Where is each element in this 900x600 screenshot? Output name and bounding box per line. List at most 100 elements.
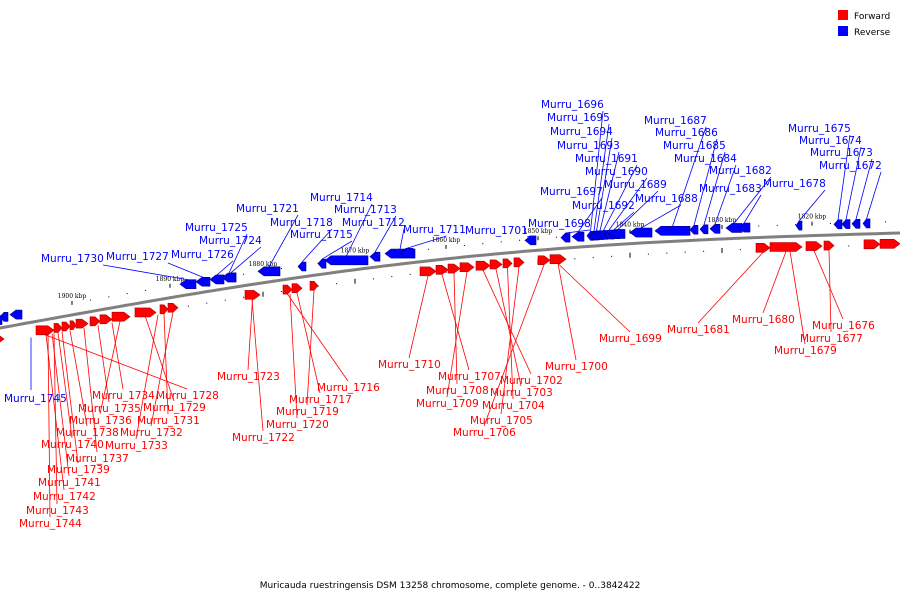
gene-forward-unlabeled[interactable] — [61, 321, 71, 332]
gene-Murru_1709[interactable] — [459, 262, 475, 273]
gene-label-murru_1717[interactable]: Murru_1717 — [289, 394, 352, 406]
gene-label-murru_1708[interactable]: Murru_1708 — [426, 385, 489, 397]
gene-Murru_1719[interactable] — [309, 280, 319, 291]
gene-label-murru_1733[interactable]: Murru_1733 — [105, 440, 168, 452]
gene-label-murru_1690[interactable]: Murru_1690 — [585, 166, 648, 178]
gene-Murru_1688[interactable] — [629, 227, 653, 238]
gene-label-murru_1700[interactable]: Murru_1700 — [545, 361, 608, 373]
gene-Murru_1727[interactable] — [195, 276, 211, 287]
gene-label-murru_1715[interactable]: Murru_1715 — [290, 229, 353, 241]
gene-forward-unlabeled[interactable] — [53, 323, 63, 333]
gene-Murru_1711[interactable] — [399, 248, 414, 258]
gene-label-murru_1699[interactable]: Murru_1699 — [599, 333, 662, 345]
gene-Murru_1698[interactable] — [560, 232, 571, 243]
gene-Murru_1736[interactable] — [111, 311, 131, 322]
gene-Murru_1745[interactable] — [0, 315, 3, 325]
gene-Murru_1715[interactable] — [317, 258, 327, 269]
gene-Murru_1680[interactable] — [769, 242, 803, 252]
gene-label-murru_1726[interactable]: Murru_1726 — [171, 249, 234, 261]
gene-Murru_1731[interactable] — [159, 304, 169, 315]
gene-label-murru_1723[interactable]: Murru_1723 — [217, 371, 280, 383]
gene-Murru_1703[interactable] — [489, 259, 503, 270]
gene-label-murru_1745[interactable]: Murru_1745 — [4, 393, 67, 405]
gene-label-murru_1734[interactable]: Murru_1734 — [92, 390, 155, 402]
gene-label-murru_1728[interactable]: Murru_1728 — [156, 390, 219, 402]
gene-label-murru_1712[interactable]: Murru_1712 — [342, 217, 405, 229]
gene-label-murru_1687[interactable]: Murru_1687 — [644, 115, 707, 127]
gene-label-murru_1719[interactable]: Murru_1719 — [276, 406, 339, 418]
gene-Murru_1673[interactable] — [851, 218, 861, 229]
gene-Murru_1716[interactable] — [282, 284, 293, 295]
gene-label-murru_1721[interactable]: Murru_1721 — [236, 203, 299, 215]
gene-forward-unlabeled[interactable] — [89, 316, 101, 327]
gene-label-murru_1692[interactable]: Murru_1692 — [572, 200, 635, 212]
gene-label-murru_1716[interactable]: Murru_1716 — [317, 382, 380, 394]
gene-Murru_1705[interactable] — [513, 257, 525, 268]
gene-Murru_1702[interactable] — [475, 260, 491, 271]
gene-label-murru_1742[interactable]: Murru_1742 — [33, 491, 96, 503]
gene-label-murru_1678[interactable]: Murru_1678 — [763, 178, 826, 190]
gene-label-murru_1725[interactable]: Murru_1725 — [185, 222, 248, 234]
gene-label-murru_1736[interactable]: Murru_1736 — [69, 415, 132, 427]
gene-label-murru_1677[interactable]: Murru_1677 — [800, 333, 863, 345]
gene-Murru_1682[interactable] — [725, 223, 743, 233]
gene-label-murru_1738[interactable]: Murru_1738 — [56, 427, 119, 439]
gene-Murru_1687[interactable] — [654, 226, 691, 236]
gene-label-murru_1682[interactable]: Murru_1682 — [709, 165, 772, 177]
gene-label-murru_1679[interactable]: Murru_1679 — [774, 345, 837, 357]
gene-Murru_1730[interactable] — [179, 279, 197, 290]
gene-label-murru_1705[interactable]: Murru_1705 — [470, 415, 533, 427]
gene-Murru_1683[interactable] — [737, 222, 751, 233]
gene-Murru_1704[interactable] — [502, 258, 513, 269]
gene-Murru_1732[interactable] — [167, 302, 179, 313]
gene-label-murru_1685[interactable]: Murru_1685 — [663, 140, 726, 152]
gene-Murru_1674[interactable] — [841, 219, 851, 229]
gene-Murru_1714[interactable] — [324, 255, 369, 266]
gene-label-murru_1709[interactable]: Murru_1709 — [416, 398, 479, 410]
gene-label-murru_1739[interactable]: Murru_1739 — [47, 464, 110, 476]
gene-Murru_1706[interactable] — [537, 255, 551, 266]
gene-label-murru_1743[interactable]: Murru_1743 — [26, 505, 89, 517]
gene-label-murru_1703[interactable]: Murru_1703 — [490, 387, 553, 399]
gene-Murru_1713[interactable] — [369, 251, 381, 262]
gene-forward-unlabeled[interactable] — [75, 318, 89, 329]
gene-Murru_1718[interactable] — [297, 261, 307, 272]
gene-label-murru_1744[interactable]: Murru_1744 — [19, 518, 82, 530]
gene-label-murru_1694[interactable]: Murru_1694 — [550, 126, 613, 138]
gene-reverse-unlabeled[interactable] — [9, 309, 23, 320]
gene-label-murru_1713[interactable]: Murru_1713 — [334, 204, 397, 216]
gene-Murru_1697[interactable] — [571, 231, 585, 242]
gene-label-murru_1737[interactable]: Murru_1737 — [66, 453, 129, 465]
gene-label-murru_1701[interactable]: Murru_1701 — [465, 225, 528, 237]
gene-Murru_1675[interactable] — [833, 219, 843, 230]
gene-Murru_1707[interactable] — [435, 265, 449, 275]
gene-Murru_1726[interactable] — [209, 274, 225, 285]
gene-Murru_1676[interactable] — [805, 241, 823, 251]
gene-Murru_1678[interactable] — [795, 220, 803, 231]
gene-label-murru_1683[interactable]: Murru_1683 — [699, 183, 762, 195]
gene-label-murru_1695[interactable]: Murru_1695 — [547, 112, 610, 124]
gene-Murru_1721[interactable] — [257, 266, 281, 277]
gene-Murru_1710[interactable] — [419, 266, 437, 277]
gene-forward-unlabeled[interactable] — [69, 320, 77, 331]
gene-label-murru_1697[interactable]: Murru_1697 — [540, 186, 603, 198]
gene-label-murru_1718[interactable]: Murru_1718 — [270, 217, 333, 229]
gene-label-murru_1706[interactable]: Murru_1706 — [453, 427, 516, 439]
gene-Murru_1724[interactable] — [225, 272, 237, 283]
gene-label-murru_1686[interactable]: Murru_1686 — [655, 127, 718, 139]
gene-forward-unlabeled[interactable] — [879, 238, 900, 249]
gene-forward-unlabeled[interactable] — [863, 239, 881, 250]
gene-label-murru_1731[interactable]: Murru_1731 — [137, 415, 200, 427]
gene-label-murru_1681[interactable]: Murru_1681 — [667, 324, 730, 336]
gene-label-murru_1711[interactable]: Murru_1711 — [403, 224, 466, 236]
gene-label-murru_1740[interactable]: Murru_1740 — [41, 439, 104, 451]
gene-label-murru_1673[interactable]: Murru_1673 — [810, 147, 873, 159]
gene-label-murru_1702[interactable]: Murru_1702 — [500, 375, 563, 387]
gene-Murru_1728[interactable] — [35, 325, 55, 336]
gene-Murru_1672[interactable] — [862, 218, 871, 229]
gene-label-murru_1696[interactable]: Murru_1696 — [541, 99, 604, 111]
gene-Murru_1700[interactable] — [549, 254, 567, 264]
gene-label-murru_1732[interactable]: Murru_1732 — [120, 427, 183, 439]
gene-label-murru_1724[interactable]: Murru_1724 — [199, 235, 262, 247]
gene-Murru_1701[interactable] — [524, 235, 537, 246]
